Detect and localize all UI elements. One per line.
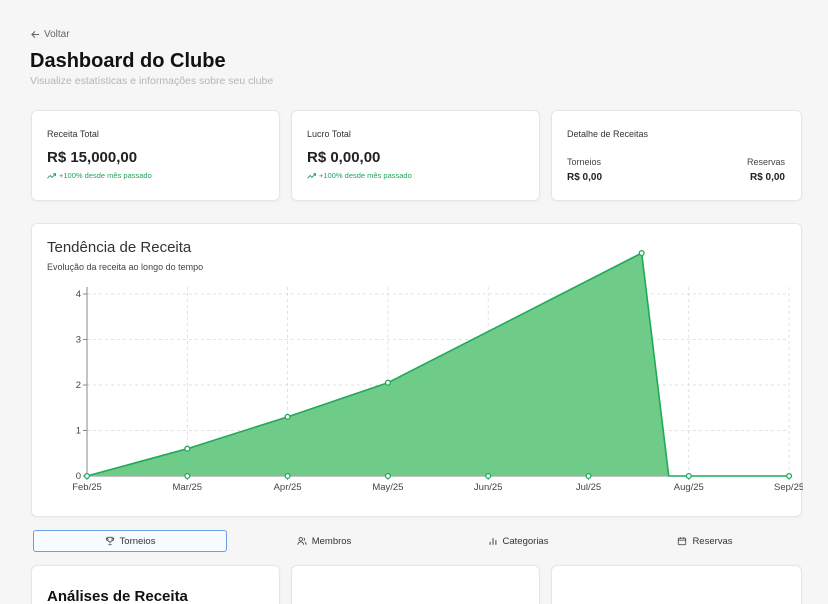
tab-membros[interactable]: Membros bbox=[227, 530, 421, 552]
x-tick-label: Sep/25 bbox=[774, 482, 803, 493]
area-line bbox=[86, 251, 790, 477]
stat-value: R$ 0,00,00 bbox=[307, 149, 381, 166]
back-label: Voltar bbox=[44, 29, 70, 40]
tab-categorias[interactable]: Categorias bbox=[421, 530, 615, 552]
y-tick-label: 0 bbox=[76, 471, 81, 482]
arrow-left-icon bbox=[31, 30, 40, 39]
tab-label: Reservas bbox=[692, 535, 733, 547]
trophy-icon bbox=[105, 536, 114, 546]
x-tick-label: Feb/25 bbox=[72, 482, 102, 493]
x-tick-label: Apr/25 bbox=[274, 482, 302, 493]
data-point bbox=[384, 379, 391, 386]
detail-label: Detalhe de Receitas bbox=[567, 129, 649, 139]
bar-chart-icon bbox=[489, 538, 496, 545]
detail-tournaments-value: R$ 0,00 bbox=[567, 172, 603, 183]
trending-up-icon bbox=[47, 172, 56, 179]
chart-title: Tendência de Receita bbox=[47, 239, 192, 256]
tab-label: Torneios bbox=[119, 535, 156, 547]
stat-change: +100% desde mês passado bbox=[47, 171, 152, 180]
data-point bbox=[485, 472, 492, 480]
detail-reservations: Reservas R$ 0,00 bbox=[747, 157, 785, 183]
revenue-analysis-title: Análises de Receita bbox=[47, 588, 188, 604]
page-subtitle: Visualize estatísticas e informações sob… bbox=[30, 75, 274, 87]
x-tick-label: Mar/25 bbox=[173, 482, 203, 493]
data-point bbox=[184, 445, 191, 452]
detail-tournaments: Torneios R$ 0,00 bbox=[567, 157, 602, 183]
trending-up-icon bbox=[307, 172, 316, 179]
data-point bbox=[83, 472, 91, 480]
chart-subtitle: Evolução da receita ao longo do tempo bbox=[47, 262, 204, 272]
analysis-card-3 bbox=[551, 565, 802, 604]
data-point bbox=[284, 472, 291, 480]
back-link[interactable]: Voltar bbox=[31, 29, 70, 40]
users-icon bbox=[297, 537, 307, 545]
stat-change: +100% desde mês passado bbox=[307, 171, 412, 180]
tab-label: Categorias bbox=[502, 535, 549, 547]
area-fill bbox=[87, 253, 790, 476]
revenue-analysis-card: Análises de Receita bbox=[31, 565, 280, 604]
revenue-detail-card: Detalhe de Receitas Torneios R$ 0,00 Res… bbox=[551, 110, 802, 201]
stat-label: Receita Total bbox=[47, 129, 99, 139]
y-tick-label: 4 bbox=[76, 289, 81, 300]
y-tick-label: 1 bbox=[76, 426, 81, 437]
detail-reservations-value: R$ 0,00 bbox=[749, 172, 785, 183]
tab-label: Membros bbox=[311, 535, 352, 547]
detail-reservations-label: Reservas bbox=[746, 157, 785, 167]
y-tick-label: 2 bbox=[76, 380, 81, 391]
stat-value: R$ 15,000,00 bbox=[47, 149, 138, 166]
stat-label: Lucro Total bbox=[307, 129, 351, 139]
x-tick-label: Jun/25 bbox=[474, 482, 503, 493]
data-point bbox=[786, 472, 793, 480]
stat-change-text: +100% desde mês passado bbox=[319, 171, 412, 180]
data-point bbox=[184, 472, 191, 480]
data-point bbox=[284, 413, 291, 420]
revenue-trend-card: Tendência de Receita Evolução da receita… bbox=[31, 223, 803, 517]
data-point bbox=[638, 249, 645, 257]
tab-reservas[interactable]: Reservas bbox=[608, 530, 802, 552]
dashboard-tabs: Torneios Membros Categorias Reservas bbox=[33, 530, 802, 552]
revenue-trend-chart: 0 1 2 3 4 Feb/25 Mar/25 Apr/25 May/25 Jun/25 Jul/2… bbox=[72, 249, 803, 493]
x-tick-label: Aug/25 bbox=[674, 482, 704, 493]
detail-tournaments-label: Torneios bbox=[567, 157, 602, 167]
y-tick-label: 3 bbox=[76, 335, 81, 346]
stat-card-revenue: Receita Total R$ 15,000,00 +100% desde m… bbox=[31, 110, 280, 201]
calendar-icon bbox=[678, 537, 687, 546]
stat-card-profit: Lucro Total R$ 0,00,00 +100% desde mês p… bbox=[291, 110, 540, 201]
page-title: Dashboard do Clube bbox=[30, 50, 226, 72]
data-point bbox=[384, 472, 391, 480]
x-tick-label: Jul/25 bbox=[576, 482, 601, 493]
data-point bbox=[685, 472, 692, 480]
data-point bbox=[585, 472, 592, 480]
stat-change-text: +100% desde mês passado bbox=[59, 171, 152, 180]
analysis-card-2 bbox=[291, 565, 540, 604]
tab-torneios[interactable]: Torneios bbox=[33, 530, 227, 552]
x-tick-label: May/25 bbox=[372, 482, 403, 493]
